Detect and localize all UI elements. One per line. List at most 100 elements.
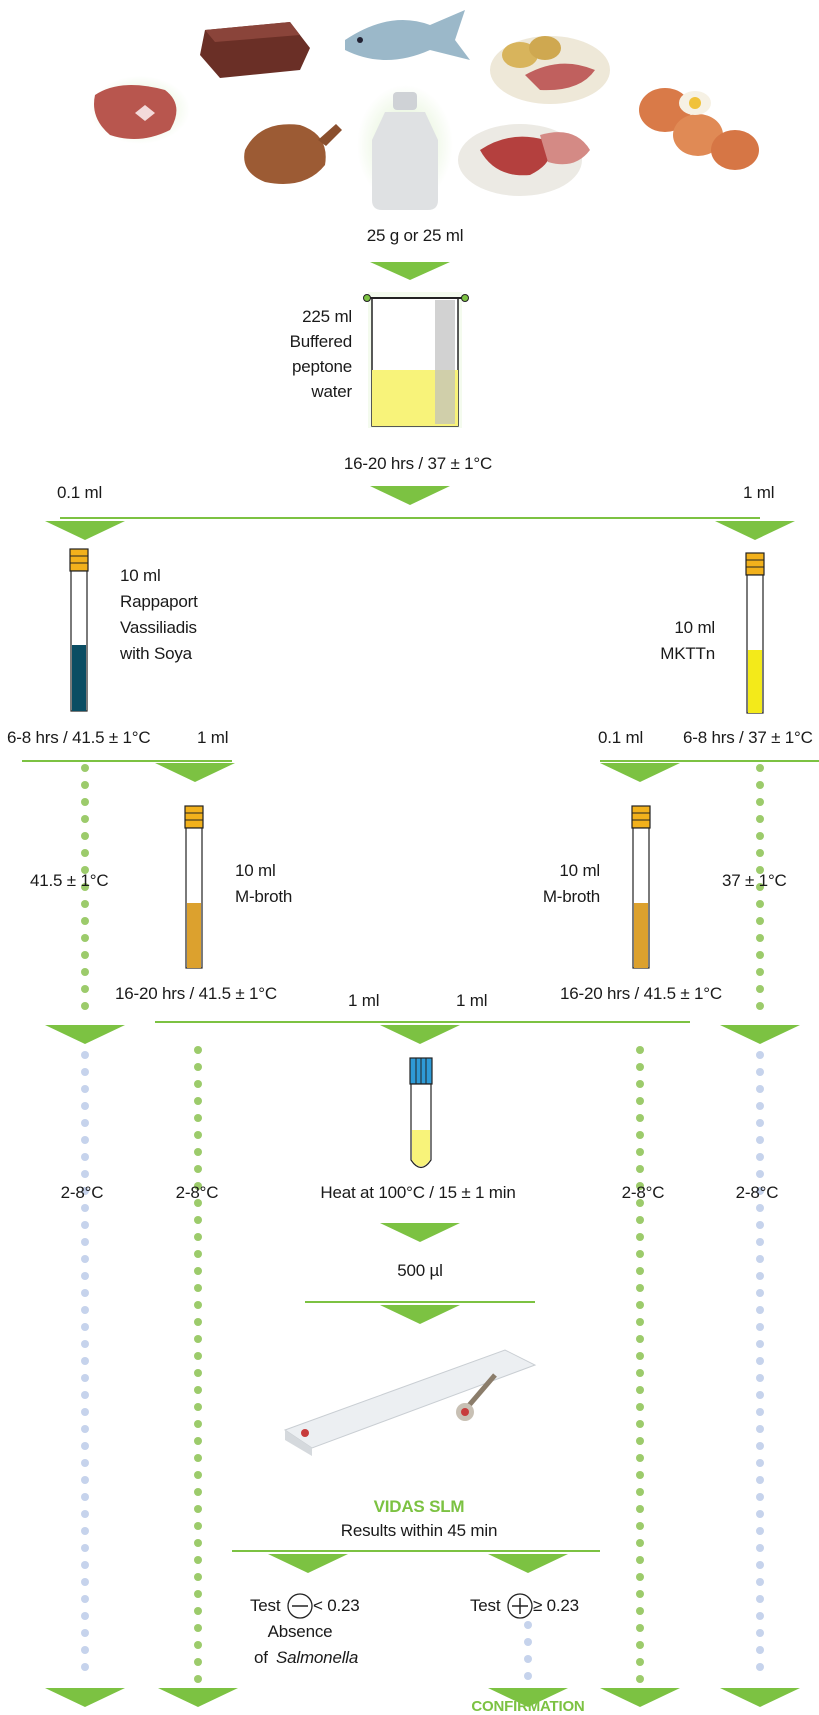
- path-dot: [194, 1352, 202, 1360]
- path-dot: [81, 781, 89, 789]
- path-dot: [756, 815, 764, 823]
- rvs-name-line3: with Soya: [120, 644, 192, 663]
- chicken-icon: [244, 124, 342, 184]
- path-dot: [81, 1323, 89, 1331]
- path-dot: [636, 1369, 644, 1377]
- path-dot: [756, 1544, 764, 1552]
- path-dot: [81, 1595, 89, 1603]
- bag-incubation: 16-20 hrs / 37 ± 1°C: [343, 454, 493, 473]
- cured-meat-plate-icon: [458, 124, 590, 196]
- eggs-icon: [639, 88, 759, 170]
- path-dot: [81, 1561, 89, 1569]
- path-dot: [194, 1573, 202, 1581]
- pool-left-volume: 1 ml: [348, 991, 380, 1010]
- path-dot: [194, 1607, 202, 1615]
- path-dot: [636, 1216, 644, 1224]
- negative-result-icon: [287, 1593, 313, 1619]
- path-dot: [81, 1510, 89, 1518]
- path-dot: [756, 1153, 764, 1161]
- path-dot: [81, 1663, 89, 1671]
- path-dot: [756, 985, 764, 993]
- path-dot: [756, 1051, 764, 1059]
- path-dot: [194, 1063, 202, 1071]
- path-dot: [636, 1097, 644, 1105]
- path-dot: [636, 1080, 644, 1088]
- left-mbroth-incubation: 16-20 hrs / 41.5 ± 1°C: [115, 984, 277, 1003]
- path-dot: [756, 1357, 764, 1365]
- right-mbroth-volume: 10 ml: [559, 861, 600, 880]
- path-dot: [756, 883, 764, 891]
- negative-threshold: < 0.23: [313, 1596, 360, 1615]
- path-dot: [636, 1505, 644, 1513]
- left-mbroth-name: M-broth: [235, 887, 293, 906]
- path-dot: [81, 1408, 89, 1416]
- path-dot: [636, 1454, 644, 1462]
- mkttn-tube-icon: [745, 552, 765, 714]
- path-dot: [636, 1471, 644, 1479]
- path-dot: [194, 1539, 202, 1547]
- path-dot: [194, 1403, 202, 1411]
- path-dot: [636, 1165, 644, 1173]
- rvs-incubation: 6-8 hrs / 41.5 ± 1°C: [7, 728, 151, 747]
- mkttn-incubation: 6-8 hrs / 37 ± 1°C: [683, 728, 813, 747]
- confirmation-label: CONFIRMATION: [471, 1698, 585, 1715]
- path-dot: [81, 849, 89, 857]
- path-dot: [636, 1301, 644, 1309]
- rvs-name-line1: Rappaport: [120, 592, 198, 611]
- mkttn-transfer: 0.1 ml: [598, 728, 644, 747]
- split-left-volume: 0.1 ml: [57, 483, 103, 502]
- path-dot: [81, 1068, 89, 1076]
- path-dot: [636, 1437, 644, 1445]
- left-mbroth-tube-icon: [184, 805, 204, 969]
- mkttn-name: MKTTn: [660, 644, 715, 663]
- path-dot: [756, 900, 764, 908]
- path-dot: [756, 1255, 764, 1263]
- storage-temp-3: 2-8°C: [621, 1183, 665, 1202]
- path-dot: [81, 1374, 89, 1382]
- path-dot: [81, 1578, 89, 1586]
- path-dot: [81, 1204, 89, 1212]
- path-dot: [194, 1335, 202, 1343]
- path-dot: [81, 815, 89, 823]
- path-dot: [636, 1063, 644, 1071]
- heat-tube-icon: [409, 1057, 433, 1169]
- path-dot: [81, 1340, 89, 1348]
- path-dot: [756, 1119, 764, 1127]
- path-dot: [81, 934, 89, 942]
- path-dot: [194, 1148, 202, 1156]
- path-dot: [194, 1454, 202, 1462]
- path-dot: [636, 1420, 644, 1428]
- right-mbroth-name: M-broth: [542, 887, 600, 906]
- path-dot: [81, 1493, 89, 1501]
- path-dot: [636, 1675, 644, 1683]
- left-side-temp: 41.5 ± 1°C: [30, 871, 109, 890]
- path-dot: [81, 1272, 89, 1280]
- right-mbroth-tube-icon: [631, 805, 651, 969]
- path-dot: [756, 1663, 764, 1671]
- path-dot: [81, 1612, 89, 1620]
- path-dot: [194, 1114, 202, 1122]
- split-right-volume: 1 ml: [743, 483, 775, 502]
- arrow-to-bag: [370, 262, 450, 280]
- path-dot: [756, 1629, 764, 1637]
- path-dot: [194, 1080, 202, 1088]
- path-dot: [636, 1386, 644, 1394]
- path-dot: [636, 1250, 644, 1258]
- negative-test-label: Test: [250, 1596, 281, 1615]
- path-dot: [756, 1374, 764, 1382]
- path-dot: [756, 1595, 764, 1603]
- heat-step: Heat at 100°C / 15 ± 1 min: [320, 1183, 516, 1202]
- path-dot: [194, 1284, 202, 1292]
- path-dot: [81, 1238, 89, 1246]
- path-dot: [756, 832, 764, 840]
- path-dot: [194, 1505, 202, 1513]
- path-dot: [756, 968, 764, 976]
- path-dot: [636, 1284, 644, 1292]
- path-dot: [194, 1369, 202, 1377]
- stomacher-bag-icon: [363, 292, 469, 428]
- liver-icon: [90, 76, 190, 144]
- path-dot: [194, 1097, 202, 1105]
- path-dot: [81, 1136, 89, 1144]
- path-dot: [756, 1002, 764, 1010]
- path-dot: [524, 1672, 532, 1680]
